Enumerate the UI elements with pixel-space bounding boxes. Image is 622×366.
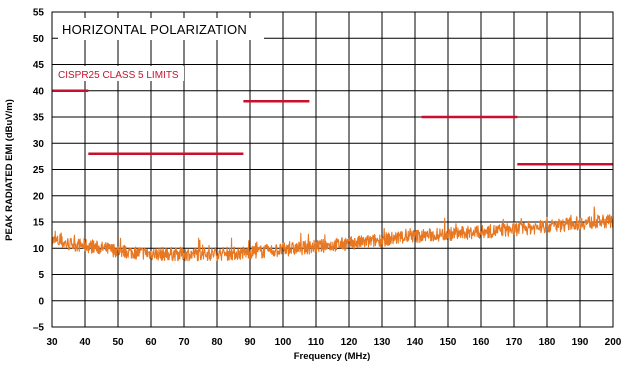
- x-tick-label: 140: [407, 337, 424, 348]
- y-tick-label: 55: [33, 8, 45, 19]
- x-tick-label: 200: [605, 337, 622, 348]
- y-tick-label: 25: [33, 165, 45, 176]
- title-box: [58, 18, 264, 40]
- y-axis-title: PEAK RADIATED EMI (dBuV/m): [4, 99, 15, 241]
- limit-annotation-box: [56, 66, 184, 81]
- x-tick-label: 170: [506, 337, 523, 348]
- x-tick-label: 150: [440, 337, 457, 348]
- x-axis-title: Frequency (MHz): [294, 351, 371, 362]
- x-tick-label: 130: [374, 337, 391, 348]
- y-tick-label: 15: [33, 218, 45, 229]
- x-tick-label: 100: [275, 337, 292, 348]
- x-tick-label: 80: [211, 337, 223, 348]
- y-tick-label: 30: [33, 139, 45, 150]
- y-tick-label: 0: [38, 296, 44, 307]
- x-tick-label: 190: [572, 337, 589, 348]
- x-tick-labels: 30 40 50 60 70 80 90 100 110 120 130 140 150 160 170 18…: [46, 337, 621, 348]
- x-tick-label: 160: [473, 337, 490, 348]
- x-tick-label: 50: [112, 337, 124, 348]
- y-tick-labels: –5 0 5 10 15 20 25 30 35 40 45 50 55: [33, 8, 45, 334]
- x-tick-label: 70: [178, 337, 190, 348]
- plot-frame: [51, 11, 614, 328]
- y-tick-label: 35: [33, 113, 45, 124]
- x-tick-label: 90: [244, 337, 256, 348]
- x-tick-label: 30: [46, 337, 58, 348]
- chart-title: HORIZONTAL POLARIZATION: [62, 22, 247, 37]
- y-tick-label: 5: [38, 270, 44, 281]
- y-tick-label: 50: [33, 34, 45, 45]
- y-tick-label: 40: [33, 86, 45, 97]
- y-tick-label: 20: [33, 191, 45, 202]
- x-tick-label: 60: [145, 337, 157, 348]
- emission-series: [51, 206, 614, 262]
- limit-annotation: CISPR25 CLASS 5 LIMITS: [58, 70, 179, 81]
- x-tick-label: 120: [341, 337, 358, 348]
- y-tick-label: –5: [33, 323, 45, 334]
- y-tick-label: 45: [33, 60, 45, 71]
- limit-lines: [52, 89, 613, 166]
- x-tick-label: 110: [308, 337, 325, 348]
- x-tick-label: 180: [539, 337, 556, 348]
- emission-trace: [51, 206, 614, 262]
- y-tick-label: 10: [33, 244, 45, 255]
- x-tick-label: 40: [79, 337, 91, 348]
